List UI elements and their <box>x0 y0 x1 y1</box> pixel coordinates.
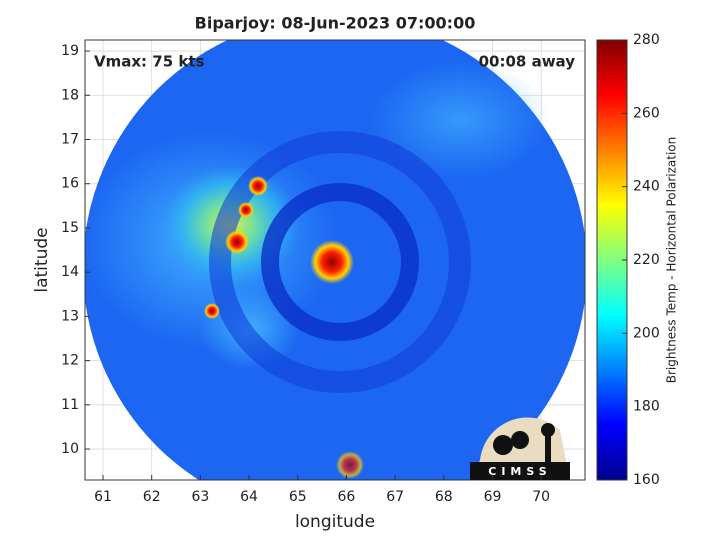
x-axis-label: longitude <box>295 512 375 532</box>
x-tick-label: 68 <box>435 489 453 505</box>
y-tick-label: 16 <box>61 176 79 192</box>
colorbar-tick-label: 200 <box>633 325 660 341</box>
colorbar-tick-label: 160 <box>633 472 660 488</box>
x-tick-label: 62 <box>143 489 161 505</box>
y-tick-label: 18 <box>61 87 79 103</box>
y-tick-label: 10 <box>61 441 79 457</box>
annotation: 00:08 away <box>479 53 576 71</box>
chart-title: Biparjoy: 08-Jun-2023 07:00:00 <box>195 14 476 33</box>
x-tick-label: 66 <box>338 489 356 505</box>
colorbar-tick-label: 240 <box>633 179 660 195</box>
plot-frame <box>84 39 586 481</box>
colorbar-tick-label: 180 <box>633 399 660 415</box>
y-tick-label: 11 <box>61 397 79 413</box>
colorbar-label: Brightness Temp - Horizontal Polarizatio… <box>665 137 679 384</box>
swath-image <box>85 40 585 480</box>
y-axis-label: latitude <box>32 227 52 292</box>
colorbar-tick-label: 220 <box>633 252 660 268</box>
x-tick-label: 65 <box>289 489 307 505</box>
y-tick-label: 13 <box>61 308 79 324</box>
x-tick-label: 69 <box>484 489 502 505</box>
colorbar-tick-label: 280 <box>633 32 660 48</box>
colorbar-tick-label: 260 <box>633 105 660 121</box>
x-tick-label: 64 <box>240 489 258 505</box>
x-tick-label: 63 <box>191 489 209 505</box>
logo: CIMSS <box>470 417 570 480</box>
y-tick-label: 12 <box>61 353 79 369</box>
y-tick-label: 15 <box>61 220 79 236</box>
y-tick-label: 17 <box>61 131 79 147</box>
annotation: Vmax: 75 kts <box>94 53 204 71</box>
logo-text: CIMSS <box>488 465 551 478</box>
x-tick-label: 70 <box>532 489 550 505</box>
y-tick-label: 19 <box>61 43 79 59</box>
x-tick-label: 61 <box>94 489 112 505</box>
y-tick-label: 14 <box>61 264 79 280</box>
x-tick-label: 67 <box>386 489 404 505</box>
